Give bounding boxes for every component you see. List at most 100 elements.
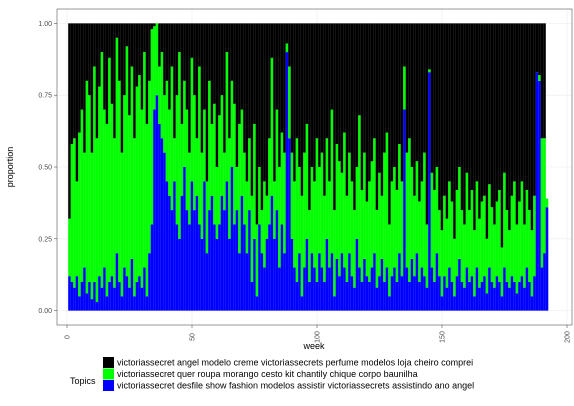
bar-segment <box>163 23 166 96</box>
bar-segment <box>288 23 291 67</box>
bar-segment <box>370 23 374 162</box>
bar-segment <box>478 287 481 311</box>
bar-segment <box>350 23 354 182</box>
bar-segment <box>193 95 196 211</box>
bar-segment <box>293 267 296 311</box>
bar-segment <box>435 23 439 168</box>
bar-segment <box>148 253 151 311</box>
bar-segment <box>323 23 326 196</box>
x-axis-title: week <box>302 341 325 351</box>
bar-segment <box>328 181 331 268</box>
bar-segment <box>208 80 211 211</box>
bar-segment <box>198 224 201 311</box>
bar-segment <box>250 23 254 196</box>
bar-segment <box>535 72 539 311</box>
bar-segment <box>438 210 441 277</box>
bar-segment <box>480 201 484 282</box>
bar-segment <box>458 258 461 311</box>
bar-segment <box>493 287 496 311</box>
bar-segment <box>503 23 506 173</box>
bar-segment <box>483 195 486 277</box>
bar-segment <box>188 23 191 153</box>
bar-segment <box>545 198 549 208</box>
bar-segment <box>228 238 231 311</box>
bar-segment <box>68 218 71 277</box>
bar-segment <box>83 23 86 153</box>
bar-segment <box>295 138 299 282</box>
bar-segment <box>448 267 451 311</box>
bar-segment <box>358 115 361 268</box>
bar-segment <box>520 276 524 311</box>
bar-segment <box>355 23 359 168</box>
bar-segment <box>125 23 129 47</box>
bar-segment <box>325 138 329 239</box>
bar-segment <box>320 23 324 153</box>
bar-segment <box>123 267 126 311</box>
bar-segment <box>150 23 154 30</box>
bar-segment <box>383 281 386 311</box>
bar-segment <box>495 276 499 311</box>
bar-segment <box>278 267 281 311</box>
bar-segment <box>243 23 246 153</box>
bar-segment <box>315 23 319 139</box>
bar-segment <box>113 23 116 139</box>
bar-segment <box>210 195 214 311</box>
bar-segment <box>330 23 334 110</box>
bar-segment <box>105 123 109 297</box>
bar-segment <box>260 23 264 211</box>
bar-segment <box>340 23 344 173</box>
bar-segment <box>255 224 259 297</box>
bar-segment <box>303 152 306 268</box>
bar-segment <box>115 37 119 254</box>
bar-segment <box>218 224 221 311</box>
bar-segment <box>535 23 539 73</box>
bar-segment <box>508 23 511 231</box>
bar-segment <box>448 23 451 182</box>
bar-segment <box>368 23 371 182</box>
bar-segment <box>408 138 411 282</box>
bar-segment <box>140 23 144 110</box>
bar-segment <box>513 23 516 182</box>
bar-segment <box>500 247 504 297</box>
bar-segment <box>315 281 319 311</box>
bar-segment <box>390 276 394 311</box>
bar-segment <box>85 23 89 81</box>
bar-segment <box>388 23 391 225</box>
bar-segment <box>88 23 91 96</box>
bar-segment <box>413 276 416 311</box>
bar-segment <box>263 267 266 311</box>
bar-segment <box>400 23 404 182</box>
bar-segment <box>110 23 114 104</box>
bar-segment <box>220 195 224 311</box>
bar-segment <box>403 66 406 110</box>
bar-segment <box>358 23 361 116</box>
bar-segment <box>168 23 171 110</box>
bar-segment <box>490 23 494 208</box>
bar-segment <box>248 210 251 311</box>
legend-label: victoriassecret angel modelo creme victo… <box>117 358 473 368</box>
bar-segment <box>178 238 181 311</box>
bar-segment <box>533 276 536 311</box>
bar-segment <box>280 132 284 225</box>
bar-segment <box>148 23 151 81</box>
bar-segment <box>310 167 314 254</box>
bar-segment <box>375 210 379 288</box>
bar-segment <box>233 23 236 104</box>
bar-segment <box>173 181 176 311</box>
bar-segment <box>103 109 106 268</box>
bar-segment <box>528 281 531 311</box>
bar-segment <box>308 281 311 311</box>
bar-segment <box>183 80 186 167</box>
bar-segment <box>413 195 416 277</box>
bar-segment <box>163 95 166 153</box>
bar-segment <box>265 238 269 311</box>
bar-segment <box>205 253 209 311</box>
bar-segment <box>463 23 466 225</box>
bar-segment <box>315 138 319 282</box>
bar-segment <box>330 253 334 311</box>
bar-segment <box>230 80 234 167</box>
bar-segment <box>230 167 234 311</box>
bar-segment <box>320 152 324 268</box>
bar-segment <box>250 195 254 282</box>
